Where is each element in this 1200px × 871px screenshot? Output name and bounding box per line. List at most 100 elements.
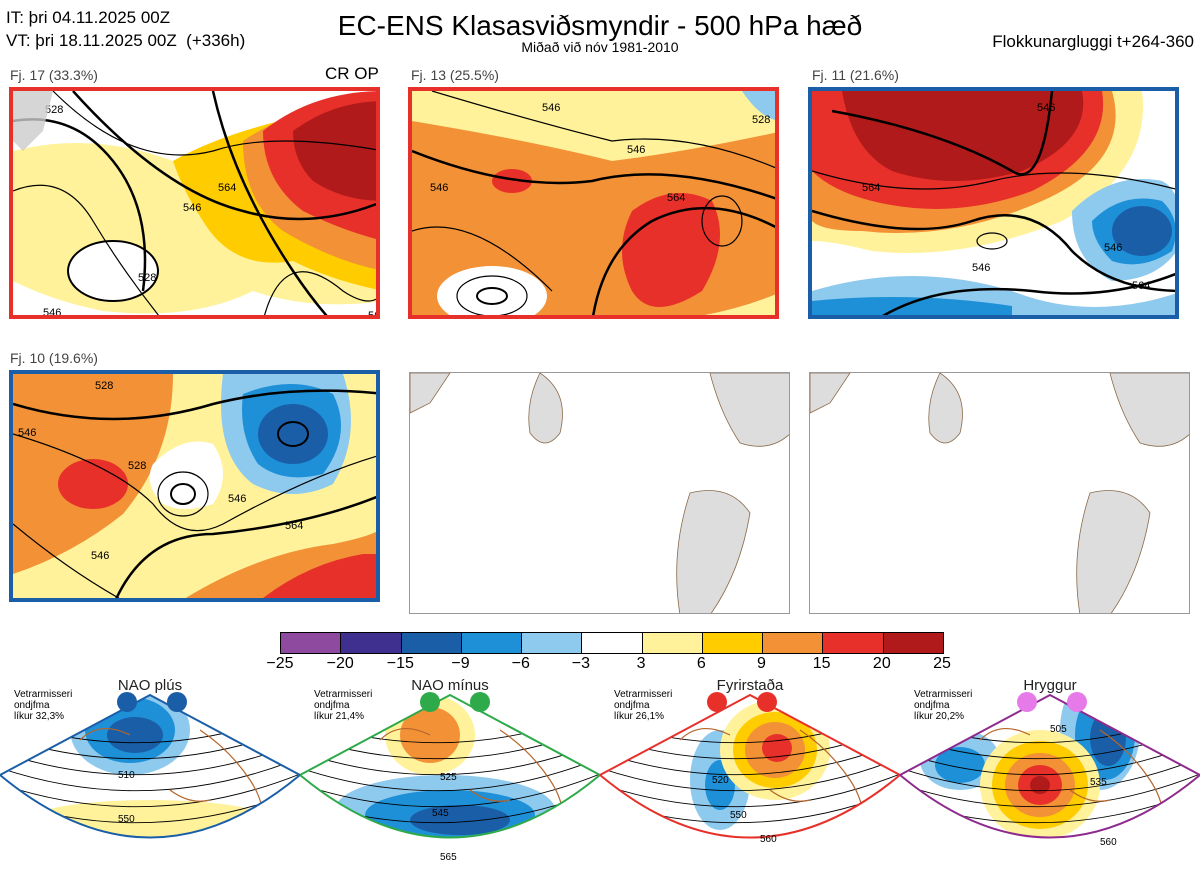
regime-marker-icon [420, 692, 440, 712]
contour-label: 546 [43, 307, 61, 319]
contour-label: 528 [128, 460, 146, 472]
page-title: EC-ENS Klasasviðsmyndir - 500 hPa hæð [337, 10, 863, 41]
contour-label: 564 [667, 192, 685, 204]
regime-marker-icon [757, 692, 777, 712]
regime-stats: Vetrarmisseri ondjfma líkur 32,3% [14, 689, 72, 722]
contour-label: 528 [138, 272, 156, 284]
cluster-map-2: 546 546 528 546 564 54 [408, 87, 779, 319]
regime-stat-line: líkur 21,4% [314, 711, 365, 722]
regime-stat-line: Vetrarmisseri [914, 689, 973, 700]
cluster-map-4: 528 546 528 546 564 546 54 52 [9, 370, 380, 602]
colorbar-label: 6 [696, 655, 706, 672]
regime-marker-icon [1017, 692, 1037, 712]
contour-label: 546 [972, 262, 990, 274]
regime-contour-label: 545 [432, 808, 449, 819]
colorbar-swatch [401, 633, 462, 653]
page-subtitle: Miðað við nóv 1981-2010 [521, 39, 679, 55]
contour-label: 546 [627, 144, 645, 156]
contour-label: 546 [183, 202, 201, 214]
contour-label: 54 [163, 597, 175, 602]
regime-marker-icon [167, 692, 187, 712]
contour-label: 546 [18, 427, 36, 439]
regime-contour-label: 560 [760, 834, 777, 845]
contour-label: 546 [228, 493, 246, 505]
colorbar-label: 20 [872, 655, 891, 672]
colorbar-label: 3 [636, 655, 646, 672]
regime-panel: 525 545 565 NAO mínus Vetrarmisseri ondjfma lí… [300, 640, 600, 871]
regime-stat-line: líkur 20,2% [914, 711, 965, 722]
regime-stat-line: líkur 32,3% [14, 711, 65, 722]
regime-contour-label: 550 [118, 814, 135, 825]
regime-stat-line: Vetrarmisseri [614, 689, 673, 700]
contour-label: 564 [218, 182, 236, 194]
cluster-map-1: 528 546 528 546 546 564 56 54 [9, 87, 380, 319]
regime-stat-line: ondjfma [14, 700, 50, 711]
contour-label: 54 [275, 318, 287, 319]
regime-outline [900, 693, 1200, 839]
cluster-map-3: 546 564 546 546 564 54 [808, 87, 1179, 319]
regime-name: NAO plús [117, 677, 183, 694]
regime-stat-line: ondjfma [914, 700, 950, 711]
contour-label: 52 [243, 597, 255, 602]
header-info: IT: þri 04.11.2025 00Z VT: þri 18.11.202… [6, 6, 245, 52]
contour-label: 56 [368, 310, 380, 319]
colorbar-swatch [461, 633, 523, 653]
colorbar-label: −9 [451, 655, 470, 672]
empty-map-6 [809, 372, 1190, 614]
colorbar-swatch [823, 633, 884, 653]
regime-stat-line: líkur 26,1% [614, 711, 665, 722]
panel-label-1: Fj. 17 (33.3%) [10, 67, 98, 83]
colorbar-label: −3 [571, 655, 591, 672]
regime-contour-label: 565 [440, 852, 457, 863]
contour-label: 528 [45, 104, 63, 116]
colorbar-swatch [883, 633, 943, 653]
colorbar-label: 15 [812, 655, 831, 672]
regime-outline [0, 693, 300, 839]
regime-panel: 505 535 560 Hryggur Vetrarmisseri ondjfma líku… [900, 640, 1200, 871]
colorbar-label: 9 [757, 655, 766, 672]
regime-stats: Vetrarmisseri ondjfma líkur 21,4% [314, 689, 372, 722]
panel-label-2: Fj. 13 (25.5%) [411, 67, 499, 83]
regime-contour-label: 505 [1050, 724, 1067, 735]
colorbar-label: −20 [326, 655, 354, 672]
regime-marker-icon [470, 692, 490, 712]
init-time: IT: þri 04.11.2025 00Z [6, 8, 171, 27]
valid-time: VT: þri 18.11.2025 00Z (+336h) [6, 31, 246, 50]
panel-label-3: Fj. 11 (21.6%) [812, 67, 899, 83]
cluster-window: Flokkunargluggi t+264-360 [992, 32, 1194, 51]
contour-label: 546 [91, 550, 109, 562]
contour-label: 54 [1017, 318, 1029, 319]
colorbar-swatch [281, 633, 342, 653]
contour-label: 546 [430, 182, 448, 194]
contour-label: 546 [542, 102, 560, 114]
regime-outline [600, 693, 900, 839]
contour-label: 564 [1132, 280, 1150, 292]
regime-marker-icon [117, 692, 137, 712]
contour-label: 546 [1037, 102, 1055, 114]
regime-stat-line: Vetrarmisseri [314, 689, 373, 700]
regime-panel: 520 550 560 Fyrirstaða Vetrarmisseri ondjfma l… [600, 640, 900, 871]
colorbar-swatch [642, 633, 703, 653]
regime-name: Fyrirstaða [716, 677, 784, 694]
colorbar-swatch [341, 633, 402, 653]
empty-map-5 [409, 372, 790, 614]
regime-contour-label: 550 [730, 810, 747, 821]
regime-name: NAO mínus [411, 677, 489, 694]
regime-marker-icon [1067, 692, 1087, 712]
panel-tag-1: CR OP [325, 64, 379, 83]
contour-label: 564 [862, 182, 880, 194]
regime-contour-label: 560 [1100, 837, 1117, 848]
contour-label: 564 [285, 520, 303, 532]
colorbar-swatch [582, 633, 643, 653]
regime-contour-label: 525 [440, 772, 457, 783]
regime-stat-line: ondjfma [614, 700, 650, 711]
regime-contour-label: 535 [1090, 777, 1107, 788]
contour-label: 546 [1104, 242, 1122, 254]
regime-stats: Vetrarmisseri ondjfma líkur 20,2% [914, 689, 972, 722]
contour-label: 528 [752, 114, 770, 126]
colorbar-label: −15 [386, 655, 414, 672]
colorbar [280, 632, 944, 654]
panel-label-4: Fj. 10 (19.6%) [10, 350, 98, 366]
contour-label: 528 [95, 380, 113, 392]
regime-stat-line: Vetrarmisseri [14, 689, 73, 700]
